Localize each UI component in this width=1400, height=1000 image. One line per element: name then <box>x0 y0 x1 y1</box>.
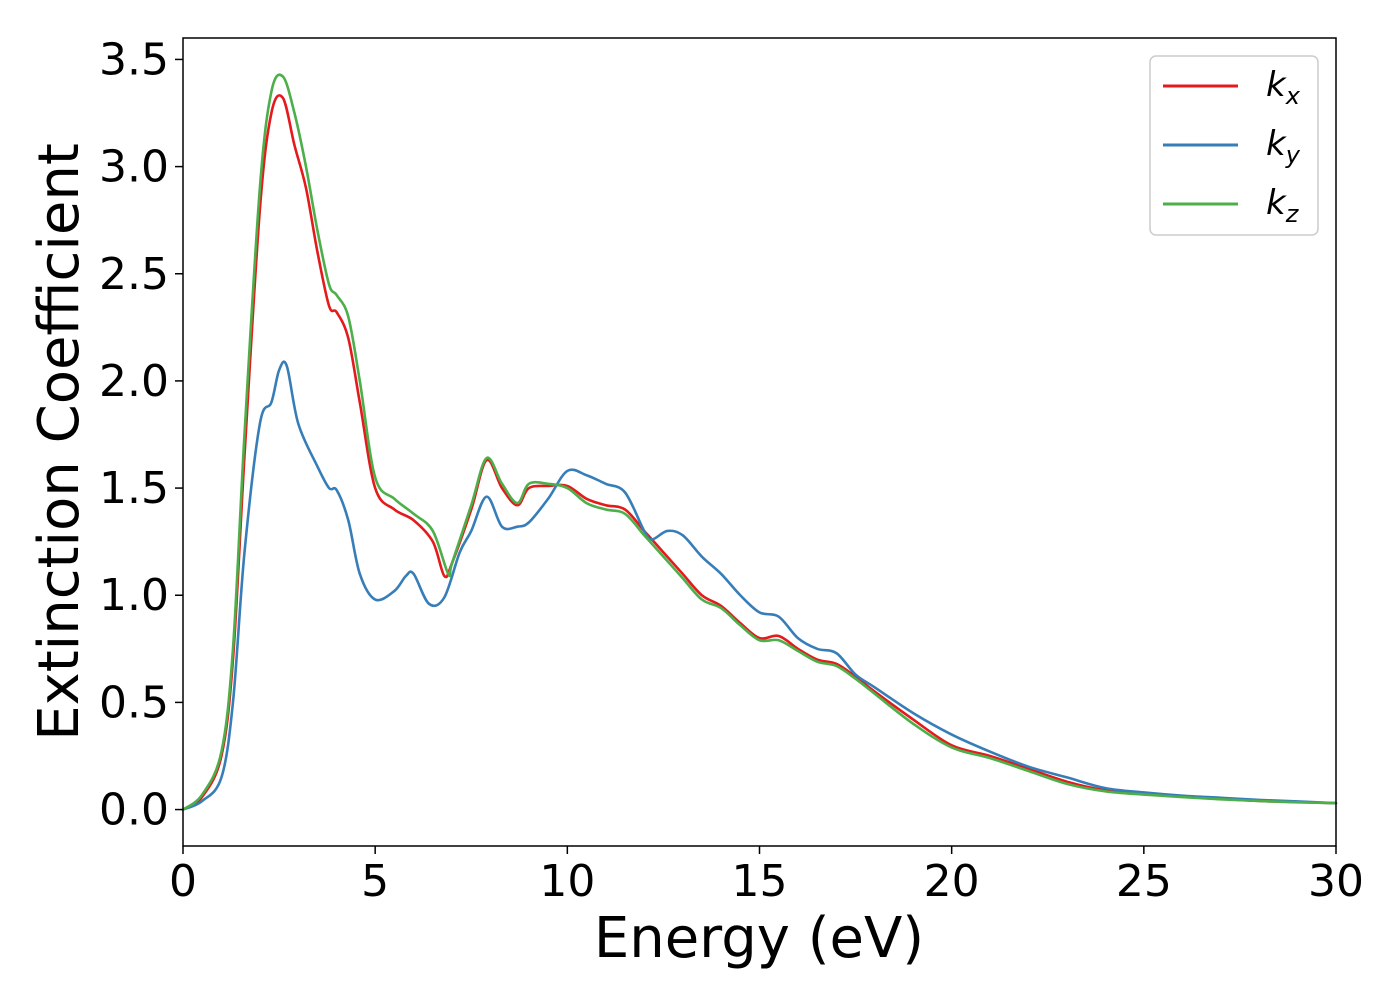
y-tick-label: 0.0 <box>99 785 169 836</box>
y-tick-label: 3.5 <box>99 34 169 85</box>
x-axis-ticks: 0 5 10 15 20 25 30 <box>169 846 1364 907</box>
series-line-kz <box>181 73 1338 811</box>
legend-label-kx: kx <box>1266 65 1301 110</box>
y-tick-label: 2.5 <box>99 249 169 300</box>
y-tick-label: 3.0 <box>99 142 169 193</box>
y-tick-label: 2.0 <box>99 356 169 407</box>
x-tick-label: 20 <box>924 856 980 907</box>
x-tick-label: 0 <box>169 856 197 907</box>
y-tick-label: 1.0 <box>99 570 169 621</box>
x-axis-label: Energy (eV) <box>594 906 924 971</box>
x-tick-label: 15 <box>732 856 788 907</box>
legend-label-ky: ky <box>1266 124 1301 169</box>
y-axis-label: Extinction Coefficient <box>27 143 92 741</box>
x-tick-label: 10 <box>539 856 595 907</box>
y-tick-label: 0.5 <box>99 677 169 728</box>
x-tick-label: 30 <box>1308 856 1364 907</box>
y-axis-ticks: 0.0 0.5 1.0 1.5 2.0 2.5 3.0 3.5 <box>99 34 183 836</box>
legend-label-kz: kz <box>1266 183 1300 228</box>
legend: kx ky kz <box>1149 55 1319 236</box>
y-tick-label: 1.5 <box>99 463 169 514</box>
x-tick-label: 5 <box>361 856 389 907</box>
series-line-ky <box>181 360 1338 811</box>
series-layer <box>181 73 1338 811</box>
x-tick-label: 25 <box>1116 856 1172 907</box>
